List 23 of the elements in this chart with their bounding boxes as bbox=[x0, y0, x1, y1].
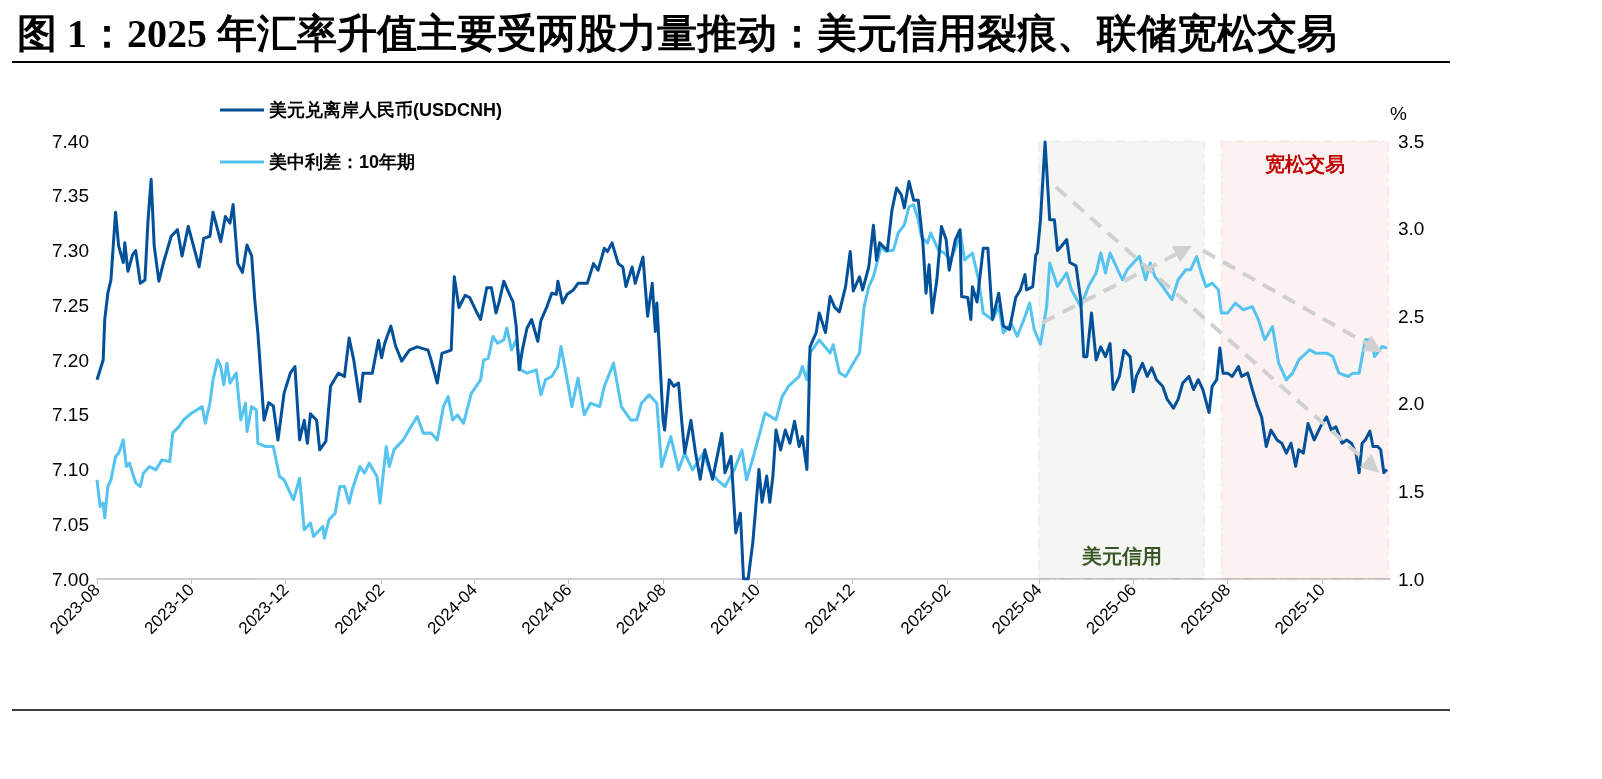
band-label: 宽松交易 bbox=[1264, 152, 1345, 175]
y-tick-label: 7.35 bbox=[52, 185, 89, 207]
line-series bbox=[95, 203, 1389, 540]
y2-tick-label: 3.0 bbox=[1398, 218, 1425, 240]
legend-label: 美元兑离岸人民币(USDCNH) bbox=[268, 100, 502, 120]
y-tick-label: 7.25 bbox=[52, 294, 89, 316]
legend-label: 美中利差：10年期 bbox=[268, 152, 416, 172]
y2-tick-label: 3.5 bbox=[1398, 130, 1425, 152]
y2-tick-label: 2.5 bbox=[1398, 305, 1425, 327]
y2-axis-title: % bbox=[1390, 103, 1407, 124]
y2-tick-label: 1.0 bbox=[1398, 568, 1425, 590]
y-tick-label: 7.20 bbox=[52, 349, 89, 371]
y-tick-label: 7.40 bbox=[52, 130, 89, 152]
y-tick-label: 7.15 bbox=[52, 404, 89, 426]
y-tick-label: 7.05 bbox=[52, 513, 89, 535]
y-tick-label: 7.10 bbox=[52, 459, 89, 480]
chart-title: 图 1：2025 年汇率升值主要受两股力量推动：美元信用裂痕、联储宽松交易 bbox=[17, 10, 1337, 56]
band-label: 美元信用 bbox=[1080, 545, 1162, 568]
line-series bbox=[95, 140, 1389, 581]
y2-tick-label: 2.0 bbox=[1398, 393, 1425, 415]
y2-tick-label: 1.5 bbox=[1398, 480, 1425, 502]
y-tick-label: 7.00 bbox=[52, 568, 89, 590]
y-tick-label: 7.30 bbox=[52, 240, 89, 261]
